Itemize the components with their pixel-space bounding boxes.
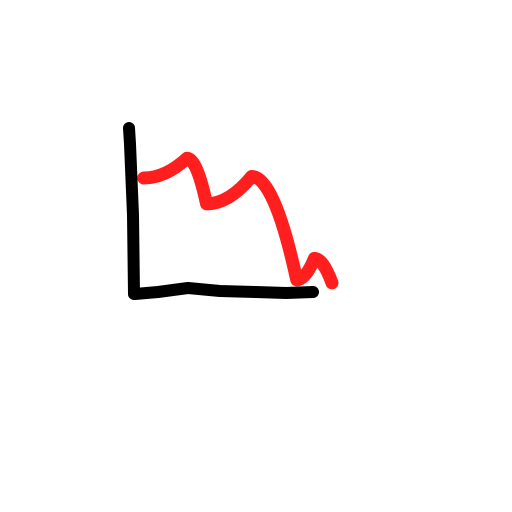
series-line-1 [144, 158, 332, 283]
chart-series [139, 153, 337, 288]
data-point-1-1 [139, 173, 149, 183]
y-axis-line [129, 128, 134, 294]
data-point-1-7 [327, 278, 337, 288]
x-axis-line [135, 288, 313, 294]
data-point-1-6 [309, 254, 319, 264]
data-point-1-5 [292, 275, 302, 285]
chart-axes [129, 128, 313, 294]
data-point-1-3 [202, 199, 212, 209]
data-point-1-2 [182, 153, 192, 163]
data-point-1-4 [247, 171, 257, 181]
